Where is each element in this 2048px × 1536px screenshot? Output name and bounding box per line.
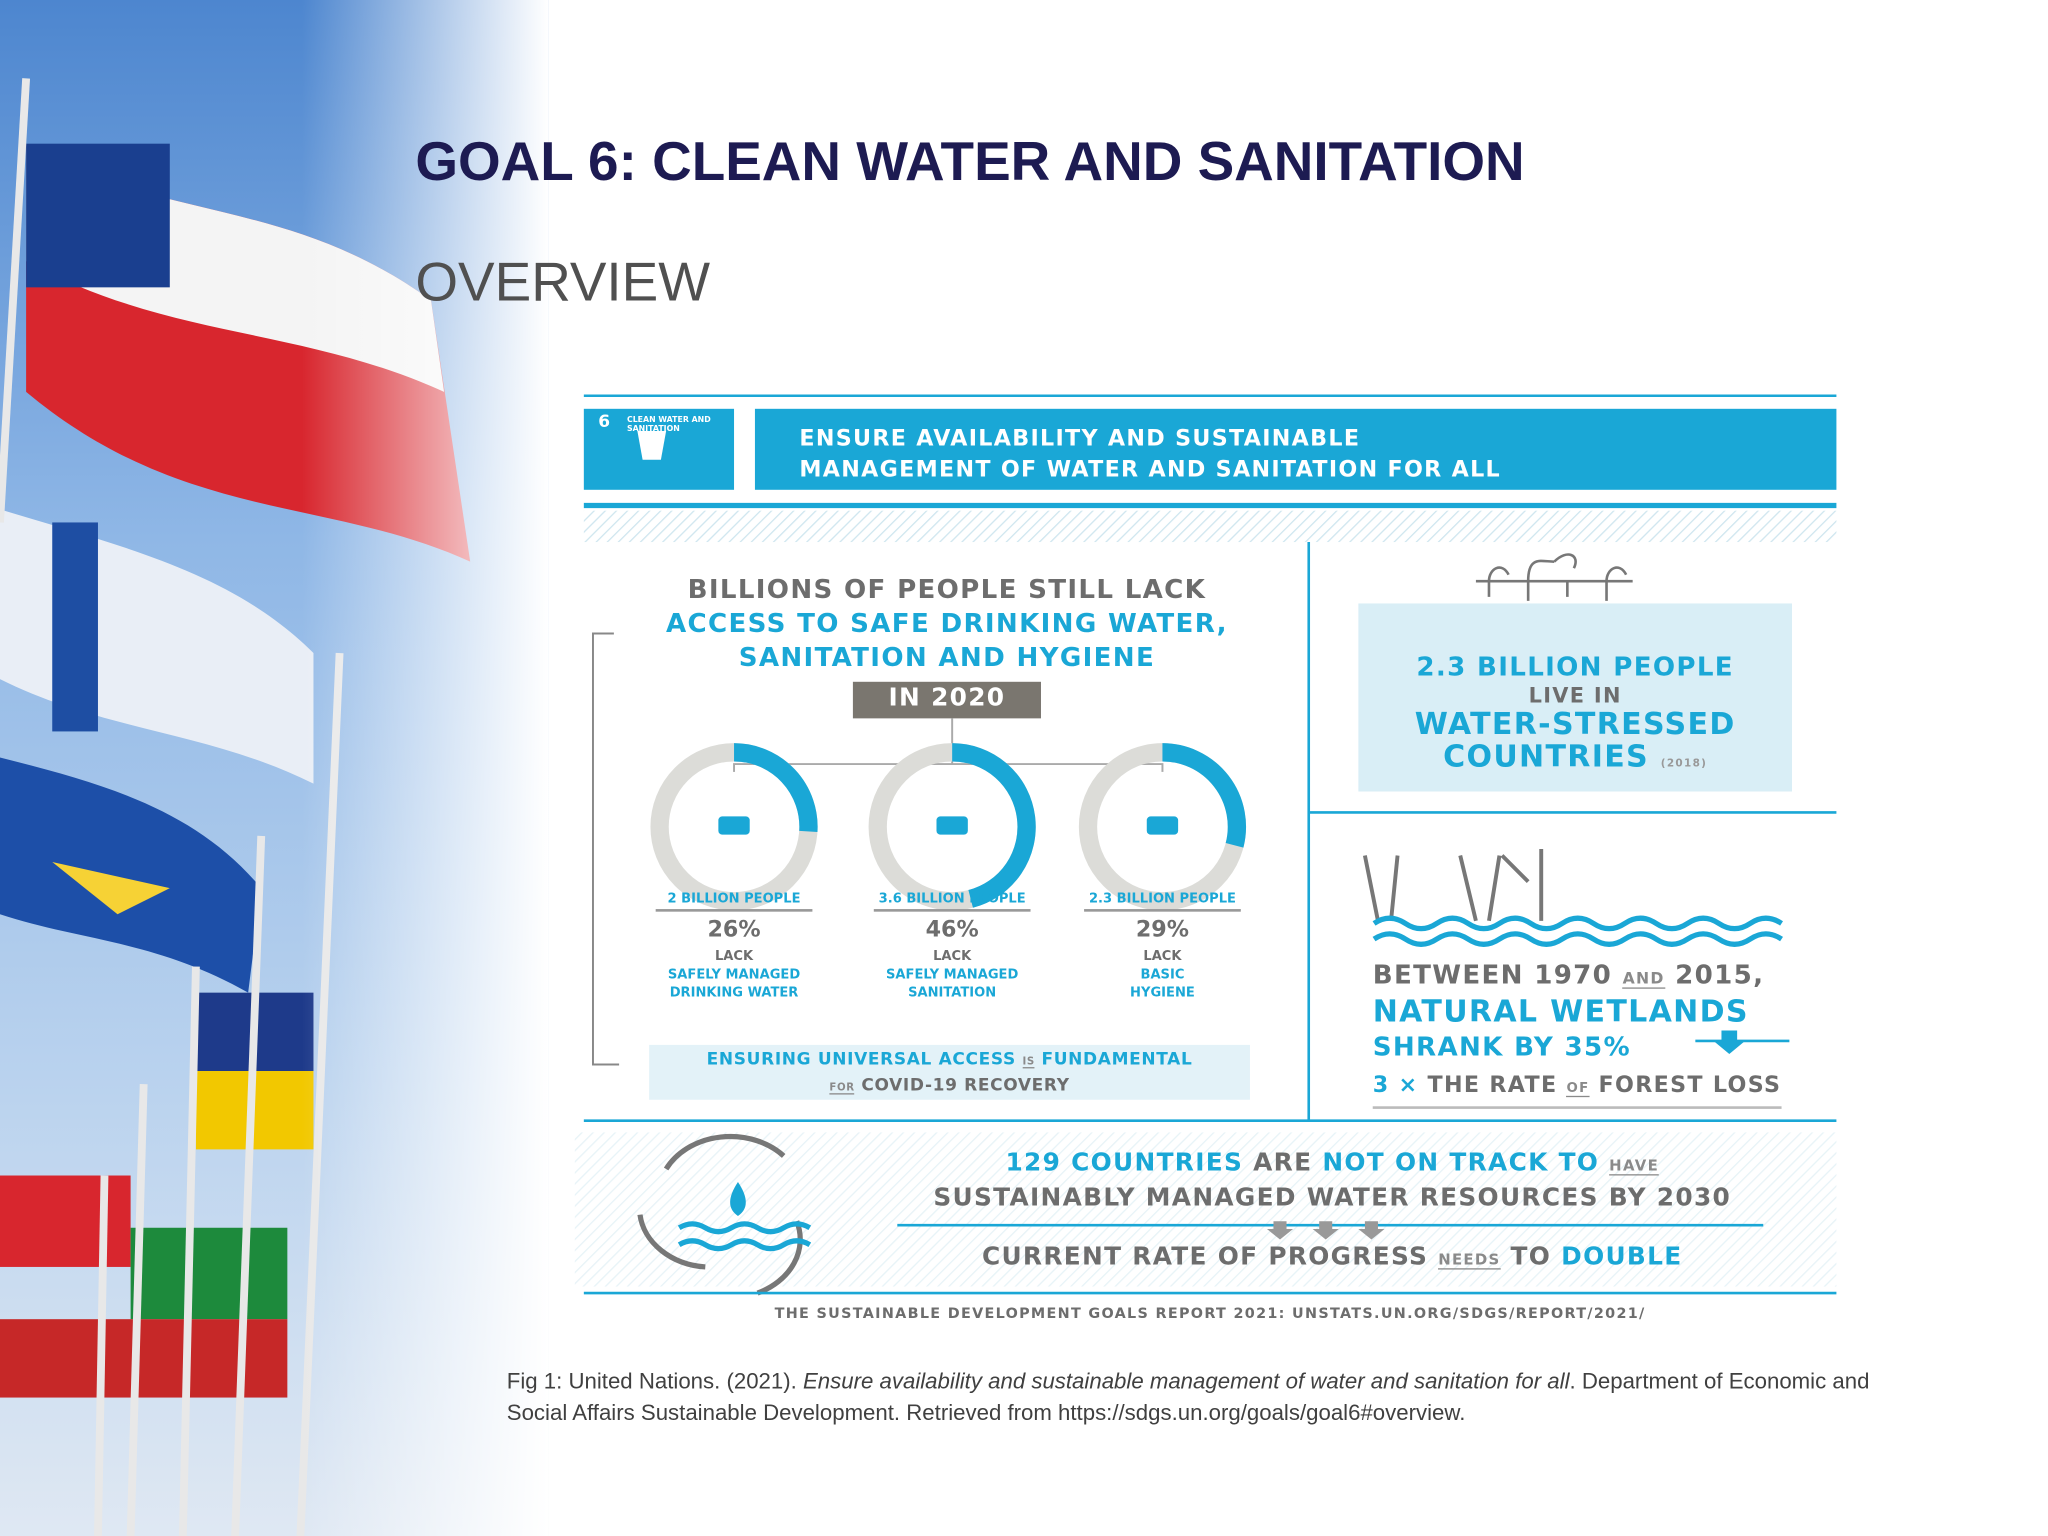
infographic-shapes <box>574 394 1837 1296</box>
donut-arc <box>951 743 1036 908</box>
wetland-part: FOREST LOSS <box>1598 1072 1782 1099</box>
note-part: IS <box>1022 1055 1035 1069</box>
stat-desc: BASIC <box>1140 967 1185 983</box>
subtitle: OVERVIEW <box>415 250 711 313</box>
track-part: CURRENT RATE OF PROGRESS <box>981 1242 1429 1271</box>
heading-line: ACCESS TO SAFE DRINKING WATER, <box>666 607 1228 639</box>
heading-line: SANITATION AND HYGIENE <box>738 641 1156 673</box>
stat-percent: 29% <box>1135 916 1190 944</box>
stat: 2 BILLION PEOPLE 26% LACK SAFELY MANAGED DRI… <box>630 891 839 1003</box>
stat-desc: LACK <box>933 949 972 964</box>
stat-desc: SANITATION <box>908 986 997 1001</box>
caption-rest: . Department of Economic and Social Affa… <box>506 1368 1870 1425</box>
wetland-line: SHRANK BY 35% <box>1372 1030 1631 1062</box>
caption: Fig 1: United Nations. (2021). Ensure av… <box>507 1366 1931 1429</box>
wetland-part: AND <box>1622 969 1665 989</box>
stress-line: 2.3 BILLION PEOPLE <box>1416 650 1734 682</box>
wetland-line: NATURAL WETLANDS <box>1372 995 1749 1030</box>
banner-line: ENSURE AVAILABILITY AND SUSTAINABLE <box>799 425 1361 452</box>
stress-line: LIVE IN <box>1528 683 1622 708</box>
covid-note: ENSURING UNIVERSAL ACCESS IS FUNDAMENTAL… <box>649 1048 1250 1100</box>
stat-people: 2 BILLION PEOPLE <box>655 891 813 912</box>
stat-desc: DRINKING WATER <box>669 986 799 1001</box>
donut-icon <box>1146 816 1179 835</box>
track-part: HAVE <box>1609 1155 1660 1176</box>
heading-line: BILLIONS OF PEOPLE STILL LACK <box>687 573 1207 605</box>
stat: 2.3 BILLION PEOPLE 29% LACK BASIC HYGIENE <box>1058 891 1267 1003</box>
badge-number: 6 <box>598 412 611 433</box>
year-label: IN 2020 <box>888 683 1006 712</box>
banner: ENSURE AVAILABILITY AND SUSTAINABLE MANA… <box>799 423 1501 486</box>
stress-year: (2018) <box>1660 757 1708 770</box>
caption-lead: Fig 1: United Nations. (2021). <box>506 1368 797 1394</box>
wetland-part: OF <box>1566 1081 1590 1098</box>
stat-desc: HYGIENE <box>1130 986 1195 1001</box>
stress-line: COUNTRIES <box>1443 740 1649 775</box>
donut-arc <box>733 743 818 833</box>
track-part: DOUBLE <box>1561 1242 1683 1271</box>
donut-charts <box>650 743 1247 911</box>
stat-people: 3.6 BILLION PEOPLE <box>873 891 1031 912</box>
wetland-part: 3 × <box>1372 1072 1419 1099</box>
track-part: NOT ON TRACK TO <box>1322 1148 1600 1177</box>
note-part: COVID-19 RECOVERY <box>861 1076 1070 1096</box>
wetland-part: 2015, <box>1675 958 1765 991</box>
track-line: SUSTAINABLY MANAGED WATER RESOURCES BY 2… <box>933 1183 1732 1213</box>
lack-heading: BILLIONS OF PEOPLE STILL LACK ACCESS TO … <box>594 572 1299 674</box>
donut-arc <box>1162 743 1246 848</box>
note-part: FUNDAMENTAL <box>1041 1050 1193 1070</box>
wetland-part: BETWEEN 1970 <box>1372 958 1613 991</box>
badge-name: CLEAN WATER AND SANITATION <box>626 415 711 434</box>
stat-percent: 46% <box>925 916 979 944</box>
stat-desc: LACK <box>714 949 754 964</box>
donut-icon <box>936 816 968 835</box>
track-text: 129 COUNTRIES ARE NOT ON TRACK TO HAVE S… <box>888 1147 1776 1276</box>
note-part: FOR <box>829 1081 855 1095</box>
note-part: ENSURING UNIVERSAL ACCESS <box>706 1050 1016 1070</box>
stat: 3.6 BILLION PEOPLE 46% LACK SAFELY MANAGED S… <box>848 891 1057 1003</box>
title: GOAL 6: CLEAN WATER AND SANITATION <box>415 130 1525 192</box>
track-part: 129 COUNTRIES <box>1005 1148 1244 1177</box>
track-part: ARE <box>1253 1148 1313 1177</box>
stat-desc: SAFELY MANAGED <box>886 967 1019 983</box>
stat-people: 2.3 BILLION PEOPLE <box>1084 891 1241 912</box>
donut-icon <box>718 816 750 835</box>
stress-line: WATER-STRESSED <box>1414 707 1736 742</box>
stat-desc: LACK <box>1143 949 1182 964</box>
wetlands-text: BETWEEN 1970 AND 2015, NATURAL WETLANDS … <box>1372 957 1782 1109</box>
track-part: TO <box>1510 1242 1552 1271</box>
track-part: NEEDS <box>1438 1249 1501 1270</box>
stress-text: 2.3 BILLION PEOPLE LIVE IN WATER-STRESSE… <box>1358 650 1792 779</box>
stat-desc: SAFELY MANAGED <box>667 967 801 983</box>
stat-percent: 26% <box>707 916 761 944</box>
banner-line: MANAGEMENT OF WATER AND SANITATION FOR A… <box>799 457 1502 484</box>
background-fade <box>0 0 549 1536</box>
wetland-part: THE RATE <box>1427 1072 1558 1099</box>
caption-title: Ensure availability and sustainable mana… <box>802 1368 1570 1394</box>
source: THE SUSTAINABLE DEVELOPMENT GOALS REPORT… <box>774 1304 1646 1322</box>
